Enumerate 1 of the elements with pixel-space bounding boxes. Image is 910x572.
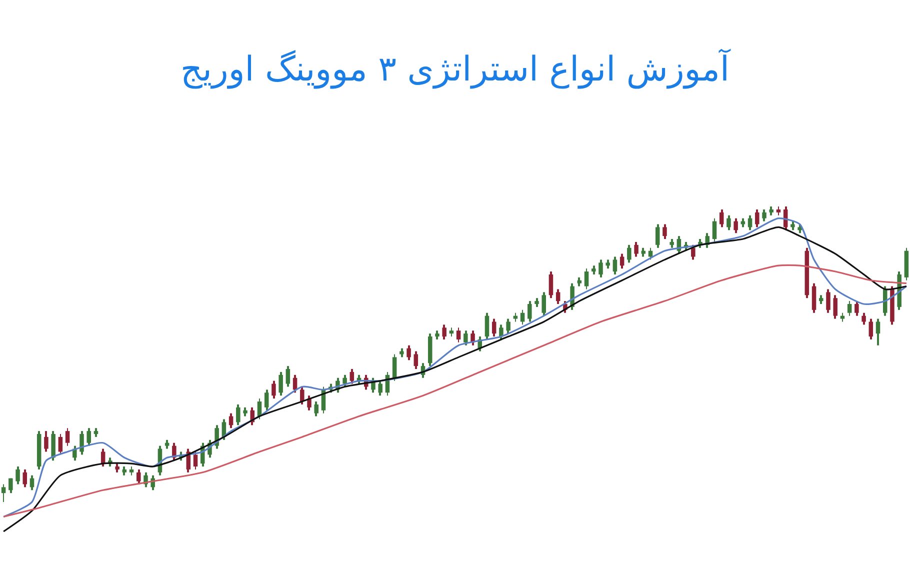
chart-title: آموزش انواع استراتژی ۳ مووینگ اوریج [180,48,732,90]
